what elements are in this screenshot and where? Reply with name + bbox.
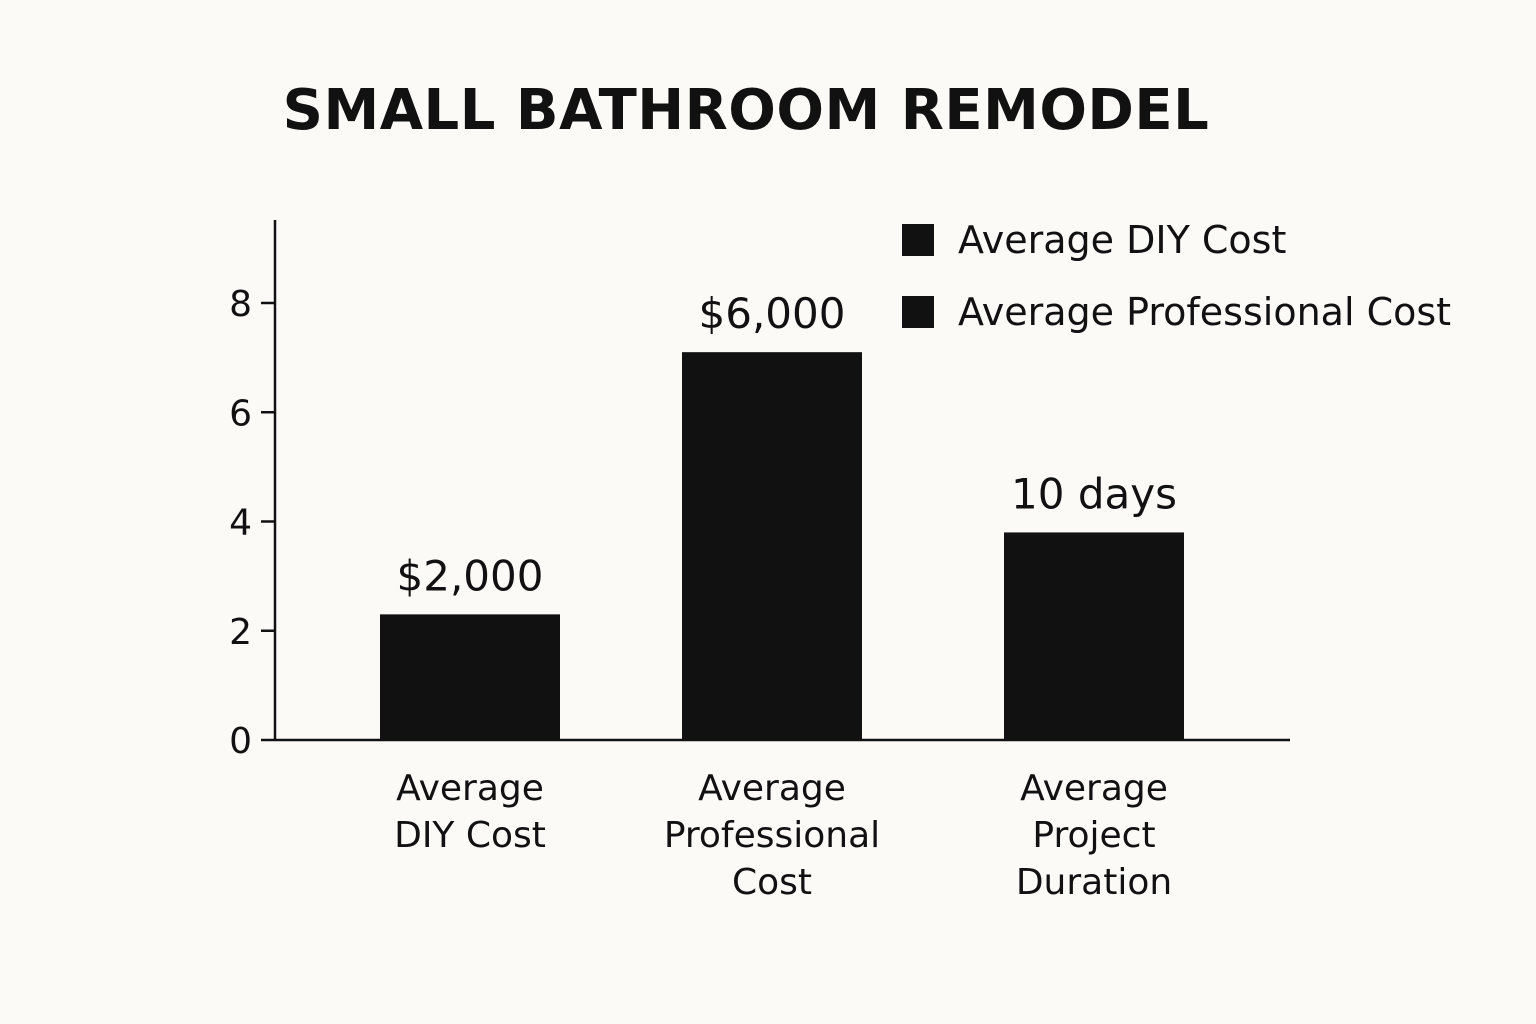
legend-label: Average DIY Cost <box>958 218 1286 262</box>
chart-title: SMALL BATHROOM REMODEL <box>282 78 1210 143</box>
x-category-label: Average Professional Cost <box>664 768 880 903</box>
bar <box>1004 532 1184 740</box>
chart-bars <box>380 352 1184 740</box>
chart-legend: Average DIY Cost Average Professional Cos… <box>902 218 1451 334</box>
legend-label: Average Professional Cost <box>958 290 1451 334</box>
chart-data-labels: $2,000 $6,000 10 days <box>397 289 1177 600</box>
legend-swatch <box>902 224 934 256</box>
y-tick-label: 4 <box>229 503 252 544</box>
y-tick-label: 0 <box>229 721 252 762</box>
y-tick-label: 6 <box>229 393 252 434</box>
bar-value-label: $2,000 <box>397 551 544 600</box>
bar-value-label: 10 days <box>1011 469 1177 518</box>
y-tick-label: 8 <box>229 284 252 325</box>
y-tick-label: 2 <box>229 612 252 653</box>
x-category-label: Average Project Duration <box>1016 768 1172 903</box>
bar <box>380 614 560 740</box>
bar-value-label: $6,000 <box>699 289 846 338</box>
legend-swatch <box>902 296 934 328</box>
bar <box>682 352 862 740</box>
chart-category-labels: Average DIY Cost Average Professional Cost Av… <box>394 768 1172 903</box>
x-category-label: Average DIY Cost <box>394 768 546 856</box>
